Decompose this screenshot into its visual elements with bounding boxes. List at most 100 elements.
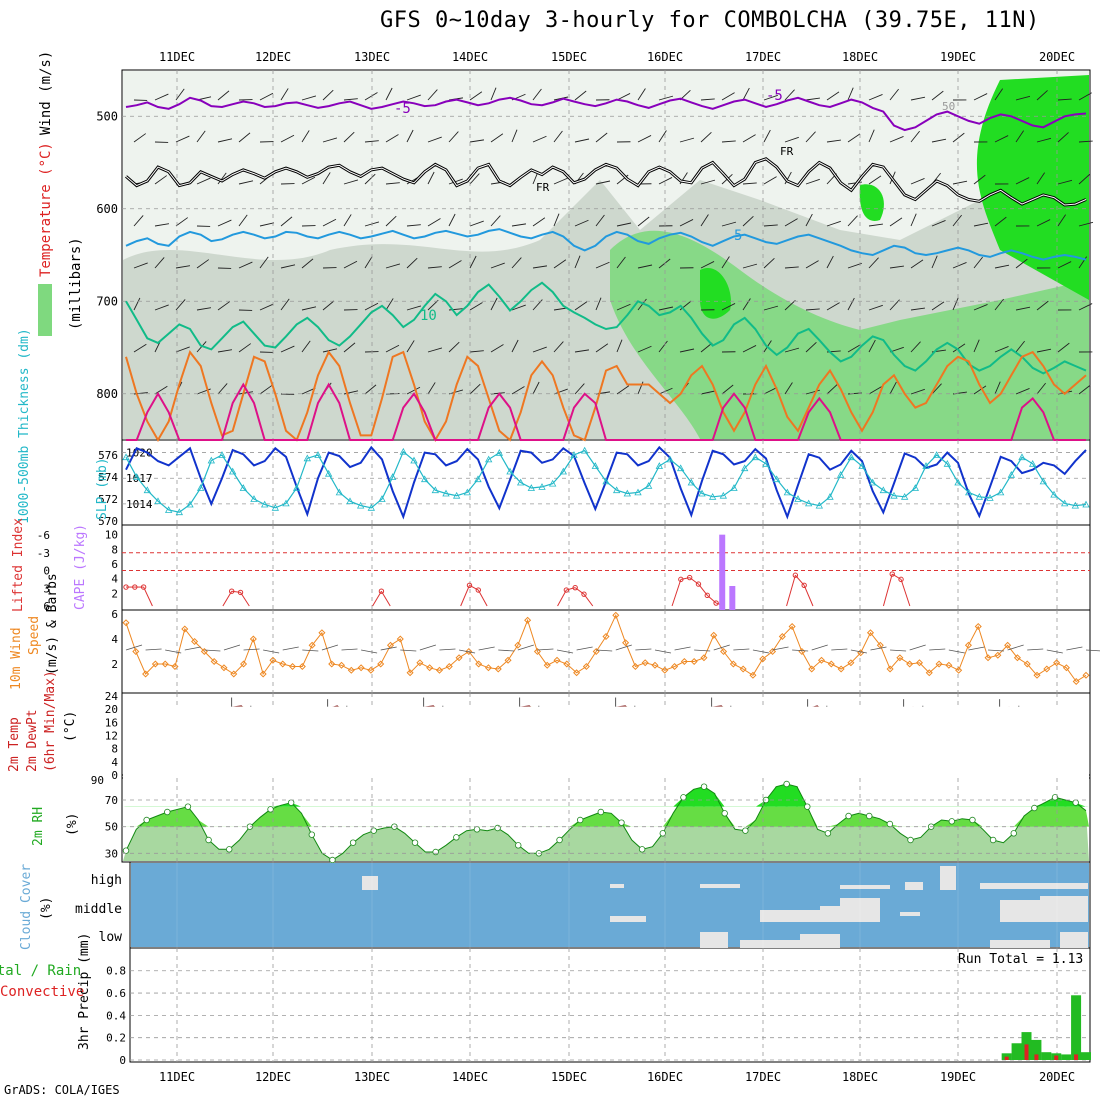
cloud-cell [900, 912, 920, 916]
x-tick-label-bottom: 13DEC [354, 1070, 390, 1084]
rh-mask [123, 707, 1089, 807]
panel-frame [122, 610, 1090, 693]
x-tick-label-bottom: 19DEC [940, 1070, 976, 1084]
wind-barb [812, 645, 828, 650]
y-tick-label: 2 [111, 658, 118, 671]
rh-marker [350, 840, 356, 846]
li-line [892, 574, 901, 579]
wind-barb [675, 647, 691, 650]
li-line [787, 575, 796, 606]
cloud-cell [1060, 932, 1088, 948]
rh-marker [887, 821, 893, 827]
rh-marker [144, 817, 150, 823]
rh-top [123, 779, 1089, 781]
x-tick-label-top: 15DEC [551, 50, 587, 64]
rh-marker [1073, 800, 1079, 806]
rh-marker [226, 847, 232, 853]
rh-marker [495, 825, 501, 831]
li-line [469, 585, 478, 590]
wind-barb [851, 650, 867, 653]
rh-peak [1064, 800, 1066, 807]
rh-marker [846, 813, 852, 819]
rh-marker [639, 847, 645, 853]
rh-marker [515, 843, 521, 849]
rh-contour-label: 50 [942, 100, 955, 113]
y-tick-label: 6 [111, 608, 118, 621]
y-tick-label: 0 [111, 769, 118, 782]
cloud-level-label: high [91, 873, 122, 888]
cloud-cell [800, 934, 840, 948]
y-axis-label: CAPE (J/kg) [73, 524, 88, 610]
wind-barb [831, 649, 847, 650]
wind-speed-line [126, 615, 1086, 681]
cloud-cell [1000, 900, 1040, 922]
x-tick-label-bottom: 16DEC [647, 1070, 683, 1084]
wind-barb [420, 645, 436, 650]
wind-barb [224, 645, 240, 650]
rh-marker [722, 811, 728, 817]
isotherm-label: FR [780, 145, 794, 158]
rh-marker [577, 817, 583, 823]
rh-peak [775, 787, 777, 807]
cloud-cell [990, 940, 1050, 948]
li-line [232, 591, 241, 592]
y-axis-label: Lifted Index [11, 518, 26, 612]
wind-barb [635, 649, 651, 650]
convective-bar [1034, 1054, 1038, 1060]
y-tick-label: 0.2 [106, 1032, 126, 1045]
cloud-cell [1040, 883, 1088, 889]
li-line [672, 579, 681, 606]
y-tick-label: 50 [105, 821, 118, 834]
wind-barb [498, 650, 514, 651]
li-line [478, 590, 487, 606]
convective-bar [1025, 1044, 1029, 1060]
x-tick-label-bottom: 18DEC [842, 1070, 878, 1084]
y-tick-label: 700 [96, 294, 118, 308]
wind-barb [1027, 649, 1043, 650]
rh-marker [268, 807, 274, 813]
y-tick-label-left: -3 [37, 547, 50, 560]
x-tick-label-top: 18DEC [842, 50, 878, 64]
y-tick-label: 600 [96, 202, 118, 216]
y-tick-label: 4 [111, 756, 118, 769]
x-tick-label-bottom: 14DEC [452, 1070, 488, 1084]
cloud-cell [740, 940, 800, 948]
x-tick-label-top: 11DEC [159, 50, 195, 64]
rh-marker [866, 813, 872, 819]
x-tick-label-bottom: 20DEC [1039, 1070, 1075, 1084]
li-line [575, 588, 584, 595]
wind-barb [753, 650, 769, 653]
rh-marker [784, 781, 790, 787]
x-tick-label-top: 13DEC [354, 50, 390, 64]
y-axis-label: Speed [27, 616, 42, 655]
y-axis-label: 2m DewPt [25, 709, 40, 772]
rh-marker [123, 848, 129, 854]
y-tick-label-left: -6 [37, 529, 50, 542]
cloud-cell [820, 906, 840, 922]
li-line [690, 578, 699, 585]
wind-barb [949, 650, 965, 653]
li-line [901, 579, 910, 606]
x-tick-label-top: 20DEC [1039, 50, 1075, 64]
rh-marker [206, 837, 212, 843]
y-tick-label-right: 4 [111, 573, 118, 586]
isotherm-label: -5 [394, 101, 411, 117]
x-tick-label-bottom: 12DEC [255, 1070, 291, 1084]
y-tick-label: 90 [91, 774, 104, 787]
y-axis-label: (%) [65, 813, 80, 836]
wind-barb [792, 650, 808, 651]
li-line [461, 585, 470, 606]
y-tick-label: 0 [119, 1054, 126, 1067]
y-tick-label-right: 8 [111, 543, 118, 556]
rh-marker [330, 857, 336, 863]
rh-marker [743, 828, 749, 834]
precip-bar [1081, 1052, 1091, 1060]
rh-peak [796, 787, 798, 807]
y-tick-label: 12 [105, 730, 118, 743]
x-tick-label-bottom: 11DEC [159, 1070, 195, 1084]
isotherm-label: FR [536, 181, 550, 194]
isotherm-label: -5 [766, 88, 783, 104]
panel-frame [130, 948, 1090, 1062]
y-tick-label: 800 [96, 387, 118, 401]
y-axis-label: Wind (m/s) [38, 51, 54, 135]
